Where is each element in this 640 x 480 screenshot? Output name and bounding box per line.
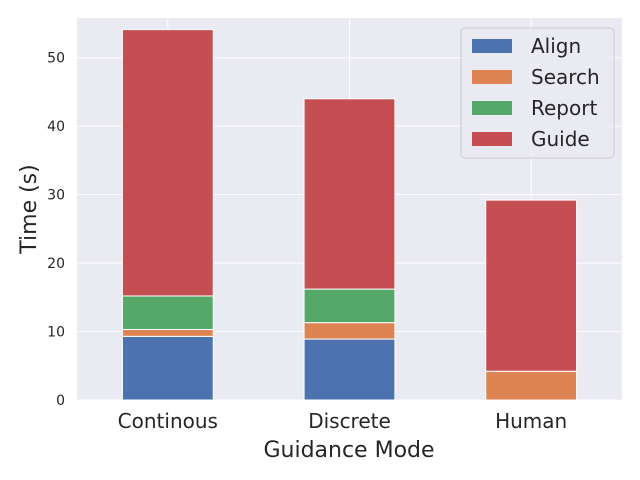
x-tick-label: Discrete <box>308 409 391 433</box>
y-axis-label: Time (s) <box>17 164 42 254</box>
bar-guide-human <box>485 199 578 372</box>
y-tick-label: 50 <box>47 51 65 67</box>
bar-guide-continous <box>121 29 214 297</box>
y-tick-label: 40 <box>47 119 65 135</box>
y-tick-label: 20 <box>47 256 65 272</box>
y-tick-label: 0 <box>56 393 65 409</box>
bars <box>121 29 578 401</box>
legend-label-report: Report <box>531 96 597 120</box>
legend-label-align: Align <box>531 34 581 58</box>
bar-report-discrete <box>303 288 396 324</box>
bar-search-human <box>485 370 578 401</box>
legend-swatch-guide <box>472 132 512 146</box>
bar-search-discrete <box>303 322 396 340</box>
legend-swatch-align <box>472 39 512 53</box>
bar-align-continous <box>121 335 214 401</box>
legend: Align Search Report Guide <box>460 27 615 159</box>
legend-box <box>460 27 615 159</box>
legend-label-guide: Guide <box>531 127 590 151</box>
bar-search-continous <box>121 328 214 337</box>
y-tick-label: 10 <box>47 325 65 341</box>
x-axis-label: Guidance Mode <box>263 438 434 463</box>
y-tick-label: 30 <box>47 188 65 204</box>
x-tick-label: Human <box>495 409 567 433</box>
x-tick-label: Continous <box>118 409 218 433</box>
bar-guide-discrete <box>303 98 396 290</box>
legend-label-search: Search <box>531 65 600 89</box>
y-axis-ticks: 0 10 20 30 40 50 <box>47 51 65 409</box>
legend-swatch-report <box>472 101 512 115</box>
legend-swatch-search <box>472 70 512 84</box>
x-axis-ticks: Continous Discrete Human <box>118 409 568 433</box>
bar-align-discrete <box>303 338 396 401</box>
bar-report-continous <box>121 295 214 330</box>
